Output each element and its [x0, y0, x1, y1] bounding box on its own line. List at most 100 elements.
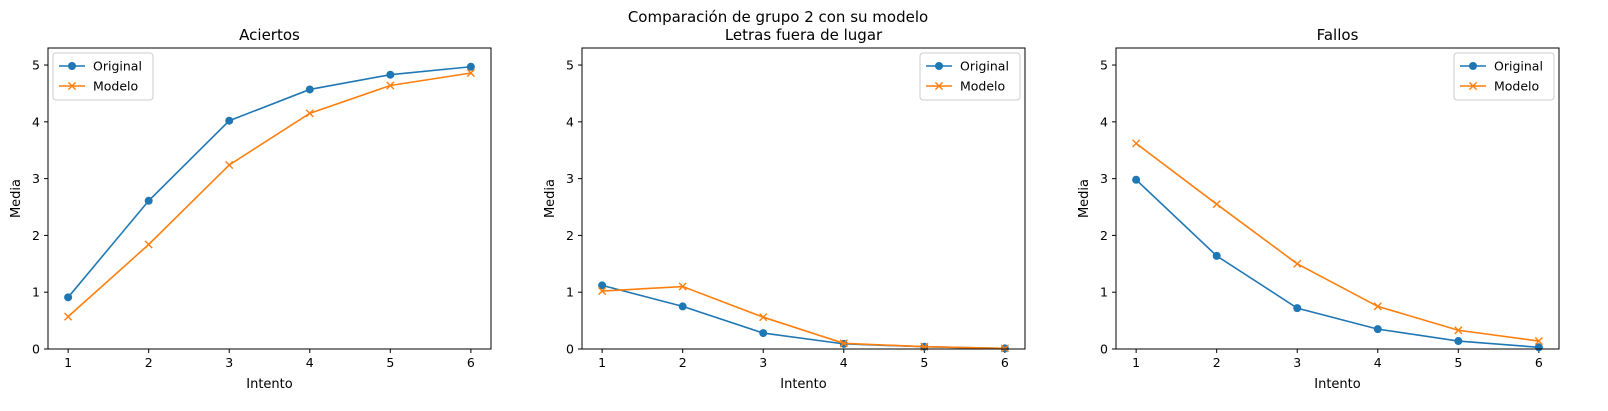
data-point-modelo — [839, 339, 848, 348]
y-axis-label: Media — [543, 179, 558, 218]
subplot-title: Aciertos — [239, 26, 300, 44]
y-tick-label: 0 — [1100, 342, 1108, 357]
y-axis-label: Media — [1077, 179, 1092, 218]
subplot-title: Fallos — [1317, 26, 1359, 44]
data-point-modelo — [1293, 259, 1302, 268]
axes-frame — [581, 47, 1026, 350]
x-tick-label: 2 — [145, 355, 153, 370]
data-point-original — [678, 302, 687, 311]
series-line-original — [1135, 179, 1539, 349]
y-tick-label: 4 — [32, 114, 40, 129]
data-point-modelo — [64, 312, 73, 321]
data-point-modelo — [678, 282, 687, 291]
legend-marker — [934, 81, 944, 91]
data-point-modelo — [1212, 200, 1221, 209]
data-point-modelo — [305, 109, 314, 118]
y-tick-label: 0 — [32, 342, 40, 357]
y-tick-label: 1 — [32, 285, 40, 300]
subplot-3: Fallos 1 2 3 4 5 6 0 1 2 3 4 5 Intento Media Original Mo… — [1077, 26, 1560, 392]
legend-marker — [67, 81, 77, 91]
data-point-modelo — [1132, 139, 1141, 148]
data-point-original — [1132, 175, 1141, 184]
figure-suptitle: Comparación de grupo 2 con su modelo — [627, 8, 929, 26]
data-point-modelo — [1534, 336, 1543, 346]
legend: Original Modelo — [52, 52, 154, 101]
data-point-modelo — [466, 68, 475, 78]
legend-marker — [1468, 81, 1478, 91]
legend: Original Modelo — [919, 52, 1021, 101]
x-tick-label: 2 — [1213, 355, 1221, 370]
x-tick-label: 5 — [920, 355, 928, 370]
data-point-original — [598, 281, 607, 290]
data-point-modelo — [598, 286, 607, 296]
legend-box — [919, 52, 1021, 101]
x-tick-label: 1 — [1132, 355, 1140, 370]
y-tick-label: 4 — [566, 114, 574, 129]
y-tick-label: 2 — [566, 228, 574, 243]
y-axis-label: Media — [9, 179, 24, 218]
data-point-original — [144, 196, 153, 205]
legend-label: Original — [1494, 59, 1543, 74]
data-point-original — [1454, 337, 1463, 346]
x-tick-label: 3 — [225, 355, 233, 370]
x-tick-label: 3 — [1293, 355, 1301, 370]
x-tick-label: 4 — [1374, 355, 1382, 370]
x-tick-label: 6 — [1001, 355, 1009, 370]
data-point-original — [466, 62, 475, 71]
data-point-original — [305, 85, 314, 94]
data-point-original — [1293, 304, 1302, 313]
data-point-original — [759, 329, 768, 338]
y-tick-label: 3 — [566, 171, 574, 186]
x-tick-label: 1 — [64, 355, 72, 370]
subplot-title: Letras fuera de lugar — [725, 26, 883, 44]
x-tick-label: 4 — [840, 355, 848, 370]
x-tick-label: 5 — [386, 355, 394, 370]
y-tick-label: 1 — [566, 285, 574, 300]
y-tick-label: 5 — [1100, 58, 1108, 73]
y-tick-label: 1 — [1100, 285, 1108, 300]
y-tick-label: 2 — [32, 228, 40, 243]
data-point-modelo — [144, 240, 153, 249]
axes-frame — [47, 47, 492, 350]
x-axis-label: Intento — [780, 377, 827, 392]
series-line-original — [601, 284, 1005, 350]
legend-label: Original — [93, 59, 142, 74]
subplot-2: Letras fuera de lugar 1 2 3 4 5 6 0 1 2 3 4 5 Intento… — [543, 26, 1026, 392]
legend-label: Modelo — [960, 79, 1005, 94]
x-tick-label: 6 — [1535, 355, 1543, 370]
series-line-modelo — [602, 285, 1005, 350]
x-tick-label: 4 — [306, 355, 314, 370]
data-point-original — [64, 293, 73, 302]
subplot-1: Aciertos 1 2 3 4 5 6 0 1 2 3 4 5 Intento Media Original… — [9, 26, 492, 392]
x-axis-label: Intento — [1314, 377, 1361, 392]
data-point-modelo — [759, 313, 768, 322]
y-tick-label: 3 — [32, 171, 40, 186]
legend-label: Modelo — [1494, 79, 1539, 94]
data-point-original — [1212, 251, 1221, 260]
data-point-modelo — [1000, 344, 1009, 353]
data-point-original — [225, 116, 234, 125]
x-tick-label: 6 — [467, 355, 475, 370]
y-tick-label: 3 — [1100, 171, 1108, 186]
legend-marker — [68, 62, 76, 70]
y-tick-label: 2 — [1100, 228, 1108, 243]
y-tick-label: 5 — [32, 58, 40, 73]
y-tick-label: 0 — [566, 342, 574, 357]
legend-box — [1453, 52, 1555, 101]
series-line-modelo — [67, 72, 471, 318]
legend-marker — [1469, 62, 1477, 70]
legend: Original Modelo — [1453, 52, 1555, 101]
legend-label: Original — [960, 59, 1009, 74]
data-point-original — [386, 70, 395, 79]
data-point-modelo — [386, 81, 395, 90]
y-tick-label: 4 — [1100, 114, 1108, 129]
x-axis-label: Intento — [246, 377, 293, 392]
data-point-modelo — [1373, 302, 1382, 311]
series-line-modelo — [1135, 142, 1539, 342]
x-tick-label: 2 — [679, 355, 687, 370]
x-tick-label: 3 — [759, 355, 767, 370]
data-point-original — [1373, 325, 1382, 334]
legend-label: Modelo — [93, 79, 138, 94]
axes-frame — [1115, 47, 1560, 350]
